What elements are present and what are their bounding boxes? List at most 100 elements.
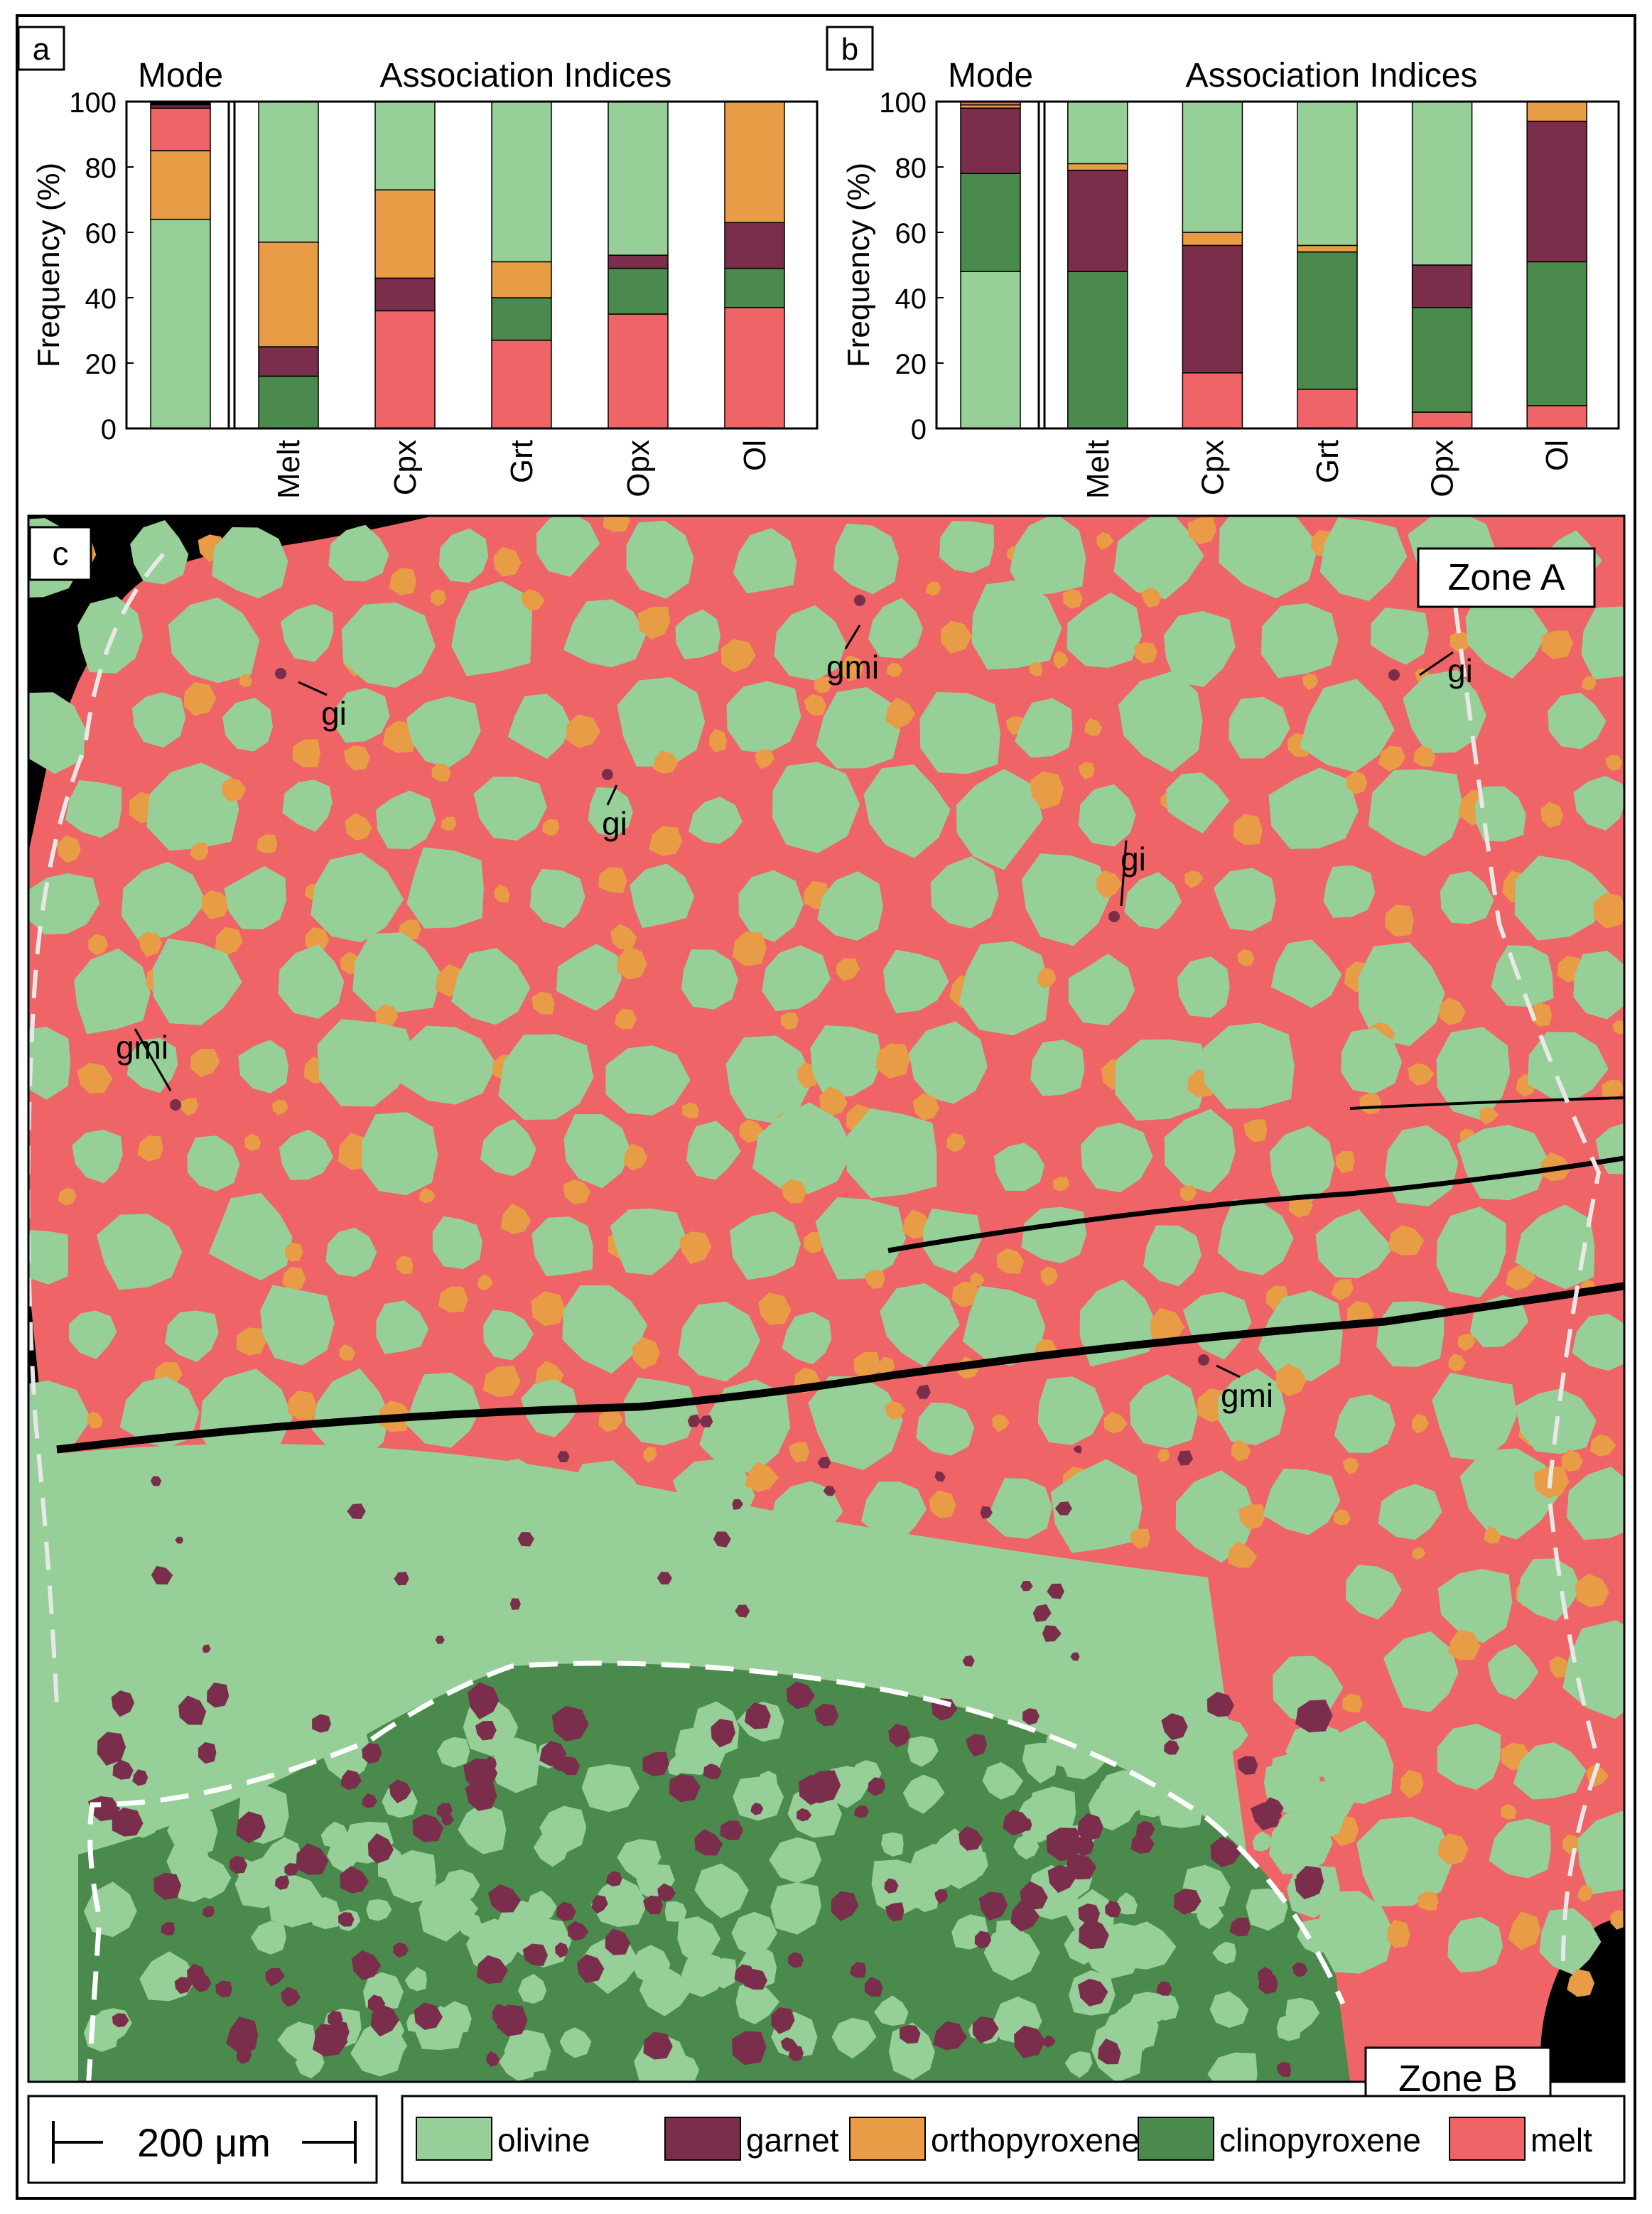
- inclusion-marker: [1198, 1354, 1209, 1366]
- olivine-grain: [733, 528, 797, 594]
- y-tick-label: 80: [85, 153, 117, 184]
- bar-ol-clinopyroxene: [724, 267, 785, 308]
- garnet-grain: [284, 1863, 299, 1876]
- olivine-grain: [1211, 1719, 1248, 1755]
- garnet-grain: [643, 2031, 673, 2060]
- orthopyroxene-grain: [1408, 1063, 1435, 1086]
- garnet-grain: [150, 1476, 162, 1486]
- orthopyroxene-grain: [221, 777, 247, 802]
- garnet-grain: [112, 2013, 129, 2028]
- olivine-grain: [939, 521, 994, 573]
- garnet-grain: [1042, 1625, 1062, 1642]
- olivine-grain: [1166, 772, 1230, 833]
- orthopyroxene-grain: [343, 745, 370, 771]
- orthopyroxene-grain: [1040, 1266, 1058, 1286]
- garnet-grain: [962, 1655, 975, 1667]
- garnet-grain: [814, 1703, 839, 1727]
- orthopyroxene-grain: [305, 927, 330, 954]
- inclusion-label: gmi: [826, 649, 879, 686]
- garnet-grain: [980, 1506, 993, 1519]
- olivine-grain: [1061, 1741, 1107, 1780]
- garnet-grain: [868, 1777, 886, 1796]
- orthopyroxene-grain: [493, 546, 522, 577]
- orthopyroxene-grain: [396, 1256, 414, 1275]
- olivine-grain: [880, 1282, 960, 1368]
- panel-label-box: [17, 26, 65, 71]
- olivine-grain: [131, 1695, 188, 1749]
- olivine-grain: [1562, 1620, 1624, 1719]
- orthopyroxene-grain: [180, 1098, 198, 1116]
- orthopyroxene-grain: [58, 1187, 77, 1206]
- legend-label-clinopyroxene: clinopyroxene: [1219, 2122, 1421, 2159]
- garnet-grain: [888, 1724, 911, 1747]
- olivine-grain: [725, 1035, 814, 1124]
- olivine-grain: [1037, 1376, 1104, 1445]
- bar-melt-olivine: [1067, 101, 1128, 165]
- olivine-grain: [1581, 606, 1624, 680]
- bar-melt-olivine: [258, 101, 319, 243]
- orthopyroxene-grain: [1647, 1651, 1652, 1684]
- chart-panel-a: a Mode Association Indices Frequency (%) 0 20…: [17, 26, 819, 499]
- olivine-grain: [1437, 1569, 1513, 1643]
- garnet-grain: [153, 1872, 182, 1900]
- orthopyroxene-grain: [1334, 1509, 1351, 1526]
- orthopyroxene-grain: [1602, 1079, 1624, 1101]
- garnet-grain: [694, 1829, 723, 1856]
- orthopyroxene-grain: [201, 890, 231, 920]
- orthopyroxene-grain: [1378, 745, 1406, 772]
- garnet-grain: [1237, 1756, 1258, 1775]
- garnet-grain: [831, 1891, 859, 1921]
- olivine-grain: [119, 1376, 200, 1448]
- garnet-grain: [1070, 1652, 1080, 1661]
- orthopyroxene-grain: [929, 1490, 956, 1518]
- orthopyroxene-grain: [819, 1086, 848, 1116]
- olivine-grain: [130, 520, 189, 585]
- garnet-grain: [132, 1769, 149, 1786]
- olivine-grain: [610, 1208, 687, 1275]
- olivine-grain: [1078, 784, 1136, 847]
- garnet-grain: [780, 2037, 798, 2052]
- orthopyroxene-grain: [877, 1356, 895, 1376]
- garnet-grain: [281, 1987, 301, 2007]
- olivine-grain: [861, 1481, 927, 1543]
- garnet-grain: [1047, 1864, 1076, 1894]
- orthopyroxene-grain: [739, 1119, 764, 1143]
- olivine-grain: [1378, 1484, 1442, 1540]
- garnet-grain: [567, 1921, 589, 1941]
- olivine-grain: [1156, 1781, 1204, 1828]
- olivine-grain: [121, 861, 207, 941]
- garnet-grain: [786, 1681, 815, 1710]
- olivine-grain: [1310, 1891, 1395, 1974]
- olivine-grain: [1403, 669, 1486, 754]
- orthopyroxene-grain: [382, 720, 417, 753]
- olivine-grain: [730, 1211, 801, 1280]
- header-mode: Mode: [948, 57, 1033, 94]
- orthopyroxene-grain: [1612, 1020, 1624, 1035]
- olivine-grain: [531, 1216, 593, 1277]
- bar-cpx-olivine: [374, 101, 436, 190]
- garnet-grain: [367, 1833, 394, 1864]
- olivine-grain: [1183, 1292, 1252, 1360]
- orthopyroxene-grain: [946, 1133, 966, 1152]
- orthopyroxene-grain: [598, 1408, 624, 1432]
- garnet-grain: [934, 1889, 948, 1904]
- olivine-grain: [626, 520, 694, 599]
- olivine-grain: [311, 1368, 390, 1463]
- garnet-grain: [230, 1855, 248, 1874]
- orthopyroxene-grain: [1437, 1833, 1469, 1865]
- orthopyroxene-grain: [1096, 870, 1123, 899]
- orthopyroxene-grain: [637, 606, 671, 639]
- olivine-grain: [437, 1737, 470, 1768]
- orthopyroxene-grain: [1610, 1909, 1624, 1930]
- olivine-grain: [617, 677, 706, 767]
- zone-boundary: [1447, 561, 1602, 1962]
- olivine-grain: [185, 1857, 232, 1899]
- olivine-grain: [1368, 769, 1464, 857]
- olivine-grain: [694, 1863, 749, 1918]
- orthopyroxene-grain: [500, 1203, 531, 1234]
- garnet-grain: [1292, 1962, 1308, 1977]
- olivine-grain: [483, 1310, 534, 1361]
- bar-cpx-olivine: [1182, 101, 1243, 233]
- orthopyroxene-grain: [1335, 1151, 1355, 1174]
